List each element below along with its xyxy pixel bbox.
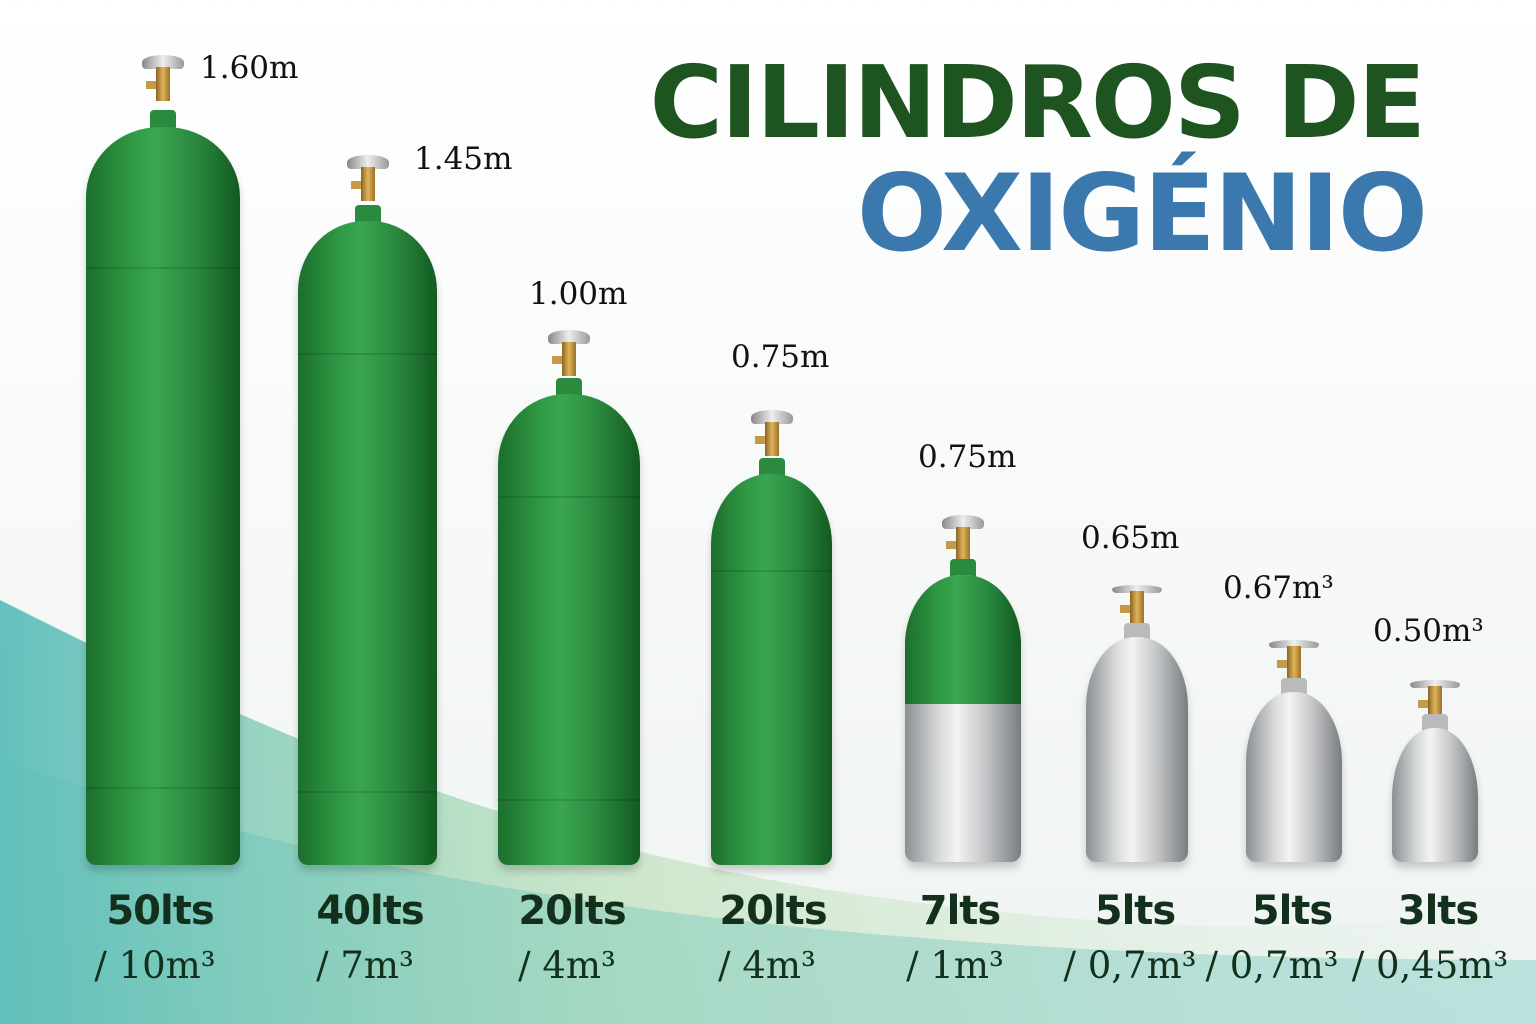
- valve-icon: [350, 167, 375, 201]
- capacity-label: 20lts: [719, 888, 827, 934]
- cylinder-40lts: [298, 155, 437, 865]
- cylinder-5lts-small: [1246, 640, 1342, 862]
- valve-knob-icon: [1269, 640, 1319, 648]
- volume-label: / 0,7m³: [1063, 944, 1197, 987]
- capacity-label: 40lts: [316, 888, 424, 934]
- cylinder-50lts: [86, 55, 240, 865]
- cylinder-5lts: [1086, 585, 1188, 862]
- capacity-label: 5lts: [1094, 888, 1176, 934]
- valve-knob-icon: [1410, 680, 1460, 688]
- valve-icon: [1277, 646, 1301, 680]
- cylinder-3lts: [1392, 680, 1478, 862]
- valve-icon: [946, 527, 970, 561]
- title-line-1: CILINDROS DE: [649, 44, 1426, 161]
- valve-icon: [754, 422, 779, 456]
- height-label: 1.00m: [529, 276, 628, 312]
- height-label: 1.45m: [414, 141, 513, 177]
- capacity-label: 3lts: [1397, 888, 1479, 934]
- capacity-label: 5lts: [1251, 888, 1333, 934]
- title-line-2: OXIGÉNIO: [856, 152, 1428, 275]
- volume-label: / 7m³: [316, 944, 414, 987]
- valve-knob-icon: [142, 55, 184, 69]
- height-label: 1.60m: [200, 50, 299, 86]
- capacity-label: 20lts: [518, 888, 626, 934]
- volume-label: / 0,7m³: [1205, 944, 1339, 987]
- valve-knob-icon: [346, 155, 389, 169]
- capacity-label: 7lts: [919, 888, 1001, 934]
- valve-knob-icon: [548, 330, 590, 344]
- volume-label: / 10m³: [94, 944, 216, 987]
- valve-icon: [552, 342, 576, 376]
- cylinder-20lts-short: [711, 410, 832, 865]
- height-label: 0.50m³: [1373, 613, 1484, 649]
- height-label: 0.67m³: [1223, 570, 1334, 606]
- volume-label: / 1m³: [906, 944, 1004, 987]
- valve-icon: [1418, 686, 1442, 720]
- valve-knob-icon: [750, 410, 793, 424]
- valve-icon: [1120, 591, 1144, 625]
- volume-label: / 4m³: [718, 944, 816, 987]
- height-label: 0.75m: [731, 339, 830, 375]
- cylinder-7lts: [905, 515, 1021, 862]
- cylinder-20lts: [498, 330, 640, 865]
- capacity-label: 50lts: [106, 888, 214, 934]
- height-label: 0.75m: [918, 439, 1017, 475]
- height-label: 0.65m: [1081, 520, 1180, 556]
- volume-label: / 4m³: [518, 944, 616, 987]
- valve-knob-icon: [1112, 585, 1162, 593]
- volume-label: / 0,45m³: [1351, 944, 1509, 987]
- valve-icon: [146, 67, 170, 101]
- valve-knob-icon: [942, 515, 984, 529]
